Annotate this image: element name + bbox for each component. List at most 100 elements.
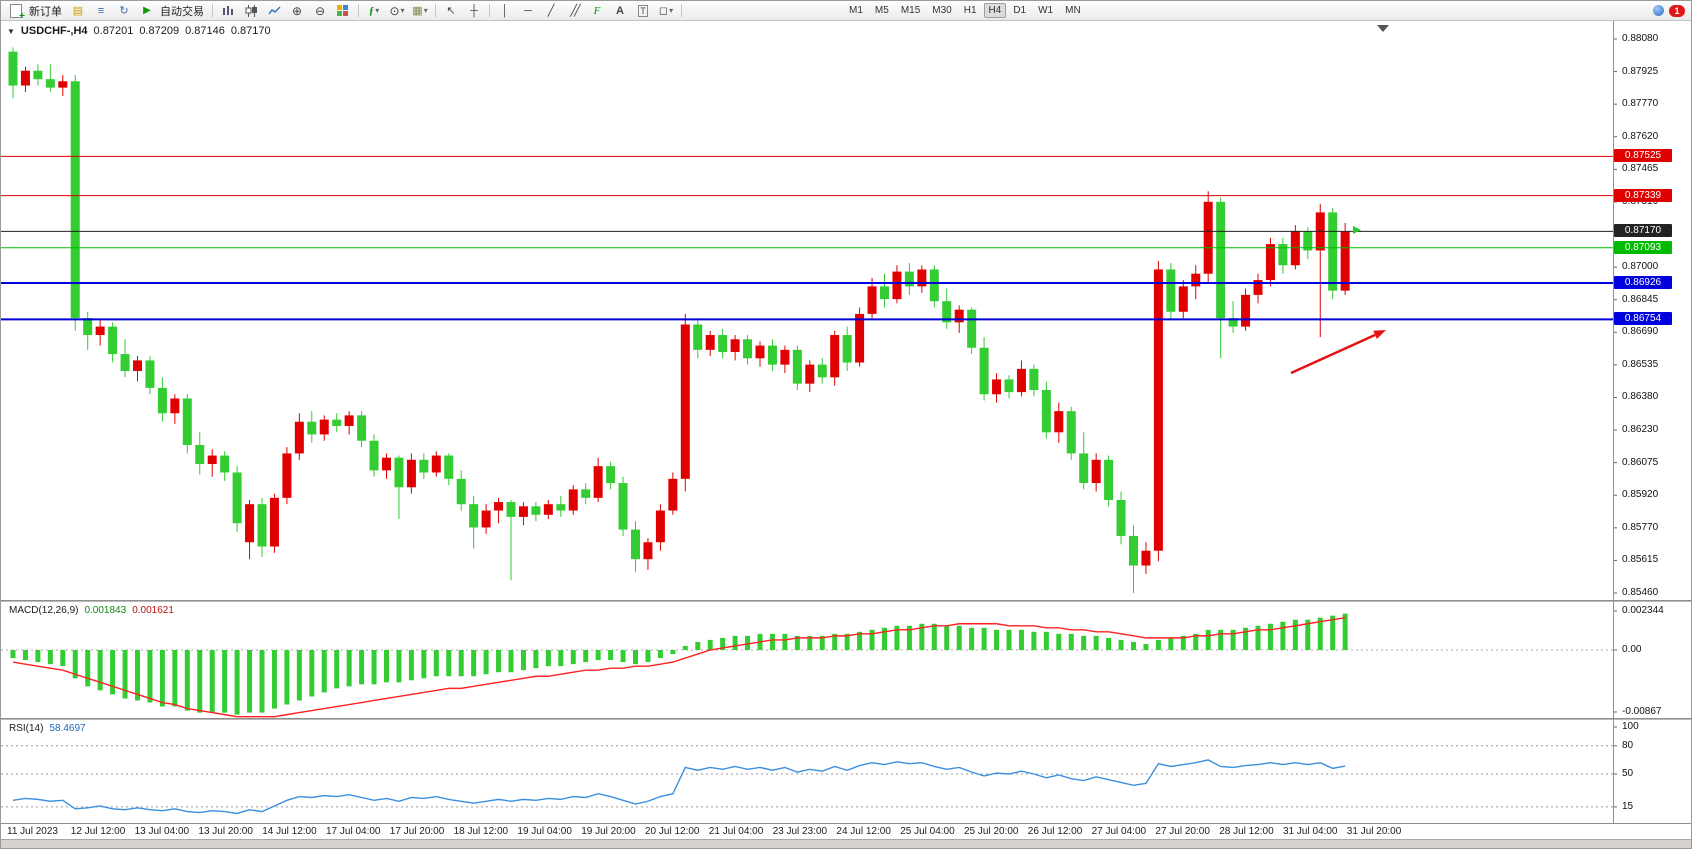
candlestick-icon[interactable] <box>240 1 262 20</box>
crosshair-icon[interactable]: ┼ <box>470 4 478 17</box>
chevron-down-icon: ▾ <box>375 6 380 15</box>
pane-splitter[interactable] <box>1 718 1691 720</box>
time-axis-label: 25 Jul 04:00 <box>900 826 955 837</box>
timeframe-h4[interactable]: H4 <box>983 3 1007 18</box>
new-order-label[interactable]: 新订单 <box>29 5 62 18</box>
timeframe-m30[interactable]: M30 <box>932 5 952 16</box>
timeframe-mn[interactable]: MN <box>1065 5 1081 16</box>
time-axis-label: 13 Jul 04:00 <box>134 826 190 837</box>
new-order-button[interactable] <box>5 1 27 22</box>
macd-signal-value: 0.001621 <box>132 605 174 616</box>
ohlc-low: 0.87146 <box>185 25 225 37</box>
time-axis-label: 17 Jul 04:00 <box>326 826 381 837</box>
pane-splitter[interactable] <box>1 600 1691 602</box>
price-line-tag: 0.87170 <box>1614 224 1672 238</box>
window-bottom-strip <box>1 839 1691 848</box>
rsi-name: RSI(14) <box>9 723 44 734</box>
price-line-tag: 0.87093 <box>1614 240 1672 254</box>
zoom-out-icon[interactable]: ⊖ <box>314 3 326 18</box>
timeframe-toolbar: M1 M5 M15 M30 H1 H4 D1 W1 MN <box>843 3 1087 18</box>
time-axis-label: 31 Jul 04:00 <box>1283 826 1338 837</box>
price-axis-label: 0.85920 <box>1622 489 1659 501</box>
toolbar-separator <box>358 4 359 17</box>
shapes-icon[interactable]: ◻ ▾ <box>658 5 674 17</box>
time-axis-label: 18 Jul 12:00 <box>453 826 509 837</box>
macd-pane[interactable] <box>1 602 1613 718</box>
tile-windows-icon[interactable] <box>332 1 354 20</box>
macd-label: MACD(12,26,9) 0.001843 0.001621 <box>9 605 174 616</box>
chart-collapse-icon[interactable]: ▼ <box>7 26 15 36</box>
zoom-in-icon[interactable]: ⊕ <box>291 3 303 18</box>
price-axis-label: 0.86075 <box>1622 456 1659 468</box>
charts-icon[interactable]: ▤ <box>72 5 84 17</box>
chevron-down-icon: ▾ <box>669 6 674 15</box>
bar-chart-icon[interactable] <box>217 1 239 20</box>
main-toolbar: 新订单 ▤ ≡ ↻ ▶ 自动交易 ⊕ ⊖ ƒ▾ ⊙▾ ▦▾ ↖ ┼ │ ─ ╱ … <box>1 1 1691 22</box>
price-axis-label: 0.85460 <box>1622 587 1659 598</box>
refresh-icon[interactable]: ↻ <box>119 5 129 17</box>
label-icon[interactable]: T <box>638 4 648 17</box>
autotrade-button[interactable]: ▶ <box>136 1 158 20</box>
ohlc-open: 0.87201 <box>93 25 134 37</box>
horizontal-line-icon[interactable]: ─ <box>524 4 532 17</box>
time-axis-label: 20 Jul 12:00 <box>645 826 700 837</box>
rsi-value: 58.4697 <box>49 723 86 734</box>
price-axis-label: 0.85770 <box>1622 521 1659 533</box>
toolbar-separator <box>681 4 682 17</box>
macd-axis-label: 0.002344 <box>1622 605 1664 616</box>
timeframe-m5[interactable]: M5 <box>874 5 889 16</box>
chevron-down-icon: ▾ <box>400 6 405 15</box>
time-axis-label: 24 Jul 12:00 <box>836 826 891 837</box>
fibonacci-icon[interactable]: F <box>593 4 601 17</box>
rsi-pane[interactable] <box>1 720 1613 822</box>
main-chart-pane[interactable] <box>1 21 1613 600</box>
text-icon[interactable]: A <box>616 4 624 17</box>
time-axis-label: 14 Jul 12:00 <box>262 826 317 837</box>
channel-icon[interactable]: ╱╱ <box>570 5 580 17</box>
search-icon[interactable] <box>1653 5 1664 16</box>
price-axis-label: 0.86230 <box>1622 424 1659 436</box>
timeframe-h1[interactable]: H1 <box>963 5 977 16</box>
price-line-tag: 0.86926 <box>1614 276 1672 289</box>
rsi-axis-label: 100 <box>1622 721 1639 732</box>
chart-title: ▼ USDCHF-,H4 0.87201 0.87209 0.87146 0.8… <box>7 25 271 37</box>
rsi-axis-label: 80 <box>1622 739 1634 751</box>
timeframe-w1[interactable]: W1 <box>1038 5 1054 16</box>
time-axis-label: 25 Jul 20:00 <box>964 826 1019 837</box>
toolbar-separator <box>212 4 213 17</box>
indicators-icon[interactable]: ƒ ▾ <box>368 4 380 17</box>
rsi-axis-label: 50 <box>1622 768 1634 779</box>
time-axis-label: 23 Jul 23:00 <box>772 826 828 837</box>
timeframe-m1[interactable]: M1 <box>849 5 863 16</box>
price-line-tag: 0.87525 <box>1614 149 1672 163</box>
templates-icon[interactable]: ▦ ▾ <box>412 5 428 17</box>
macd-axis-label: -0.00867 <box>1622 706 1662 717</box>
time-axis-label: 11 Jul 2023 <box>7 826 58 837</box>
chevron-down-icon: ▾ <box>423 6 428 15</box>
price-axis-label: 0.87770 <box>1622 98 1659 110</box>
toolbar-separator <box>435 4 436 17</box>
price-axis-label: 0.86535 <box>1622 358 1659 370</box>
trendline-icon[interactable]: ╱ <box>547 5 555 17</box>
notification-badge[interactable]: 1 <box>1669 4 1685 17</box>
autotrade-label[interactable]: 自动交易 <box>160 5 204 18</box>
time-axis-label: 19 Jul 20:00 <box>581 826 636 837</box>
time-axis-label: 31 Jul 20:00 <box>1346 826 1402 837</box>
cursor-icon[interactable]: ↖ <box>446 5 456 17</box>
vertical-line-icon[interactable]: │ <box>501 4 509 17</box>
chart-symbol-period: USDCHF-,H4 <box>20 25 88 37</box>
price-axis-label: 0.87925 <box>1622 65 1659 77</box>
market-watch-icon[interactable]: ≡ <box>97 4 105 17</box>
line-chart-icon[interactable] <box>263 1 285 20</box>
price-axis[interactable]: 0.88080 0.87925 0.87770 0.87620 0.87465 0.873… <box>1613 1 1691 848</box>
price-line-tag: 0.86754 <box>1614 312 1672 326</box>
time-axis-label: 27 Jul 04:00 <box>1091 826 1147 837</box>
autotrade-icon: ▶ <box>143 5 151 16</box>
time-axis-label: 28 Jul 12:00 <box>1219 826 1274 837</box>
periods-icon[interactable]: ⊙ ▾ <box>389 3 405 18</box>
timeframe-m15[interactable]: M15 <box>900 5 921 16</box>
time-axis[interactable]: 11 Jul 2023 12 Jul 12:00 13 Jul 04:00 13 Ju… <box>1 823 1691 840</box>
time-axis-label: 13 Jul 20:00 <box>198 826 253 837</box>
timeframe-d1[interactable]: D1 <box>1013 5 1027 16</box>
